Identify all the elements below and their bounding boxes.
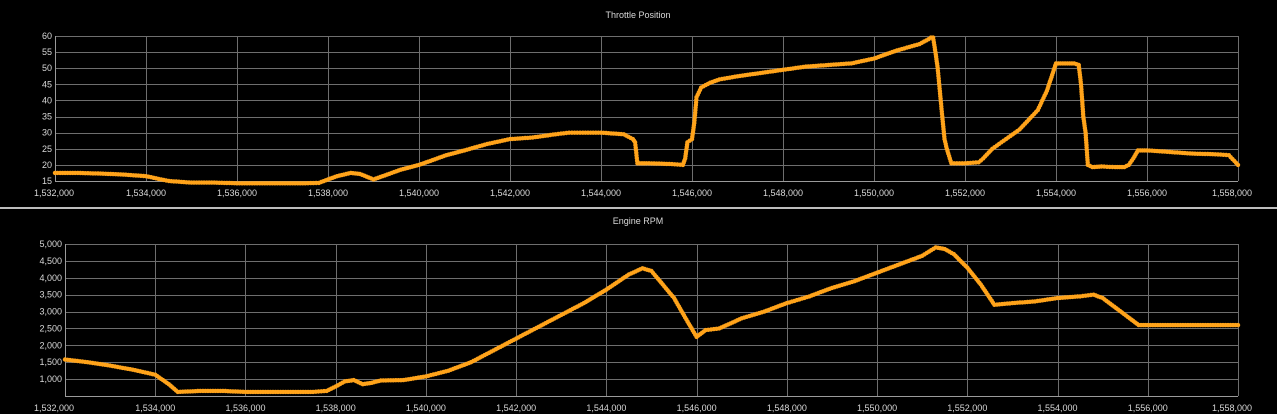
throttle-y-tick-label: 45 [42, 79, 52, 89]
rpm-x-tick-label: 1,558,000 [1212, 403, 1252, 413]
rpm-y-tick-label: 1,000 [39, 374, 62, 384]
rpm-x-tick-label: 1,540,000 [406, 403, 446, 413]
throttle-y-tick-label: 35 [42, 112, 52, 122]
rpm-y-tick-label: 1,500 [39, 357, 62, 367]
engine-rpm-title: Engine RPM [613, 216, 664, 226]
rpm-y-tick-label: 5,000 [39, 239, 62, 249]
rpm-y-tick-label: 2,000 [39, 340, 62, 350]
throttle-x-tick-label: 1,554,000 [1036, 188, 1076, 198]
rpm-x-tick-label: 1,548,000 [767, 403, 807, 413]
rpm-y-tick-label: 4,000 [39, 273, 62, 283]
throttle-series-markers [52, 35, 1241, 186]
throttle-position-title: Throttle Position [605, 10, 670, 20]
throttle-position-panel: Throttle Position 1,532,000 1,534,000 1,53… [34, 10, 1252, 198]
throttle-data-point [1235, 162, 1241, 168]
throttle-x-tick-label: 1,534,000 [126, 188, 166, 198]
throttle-y-tick-label: 55 [42, 47, 52, 57]
rpm-x-tick-label: 1,546,000 [677, 403, 717, 413]
throttle-x-tick-label: 1,540,000 [399, 188, 439, 198]
rpm-x-tick-label: 1,532,000 [34, 403, 74, 413]
throttle-x-tick-label: 1,544,000 [581, 188, 621, 198]
rpm-data-point [1235, 322, 1241, 328]
throttle-x-tick-label: 1,558,000 [1212, 188, 1252, 198]
rpm-series-markers [62, 245, 1241, 395]
throttle-x-tick-label: 1,548,000 [763, 188, 803, 198]
rpm-y-tick-label: 2,500 [39, 323, 62, 333]
throttle-x-tick-label: 1,552,000 [945, 188, 985, 198]
rpm-x-tick-label: 1,550,000 [857, 403, 897, 413]
throttle-y-tick-label: 50 [42, 63, 52, 73]
throttle-y-tick-label: 60 [42, 31, 52, 41]
throttle-y-tick-label: 15 [42, 176, 52, 186]
throttle-y-tick-label: 40 [42, 95, 52, 105]
rpm-x-tick-label: 1,542,000 [496, 403, 536, 413]
throttle-y-tick-label: 25 [42, 144, 52, 154]
throttle-x-tick-label: 1,550,000 [854, 188, 894, 198]
engine-rpm-panel: Engine RPM 1,532,000 1,534,000 1,536,000 1,… [34, 216, 1252, 413]
rpm-x-tick-label: 1,536,000 [225, 403, 265, 413]
throttle-x-tick-label: 1,542,000 [490, 188, 530, 198]
rpm-x-tick-label: 1,552,000 [947, 403, 987, 413]
throttle-x-tick-label: 1,532,000 [34, 188, 74, 198]
rpm-x-tick-label: 1,554,000 [1038, 403, 1078, 413]
throttle-x-tick-label: 1,536,000 [217, 188, 257, 198]
rpm-x-tick-label: 1,538,000 [316, 403, 356, 413]
throttle-y-tick-label: 20 [42, 160, 52, 170]
rpm-y-tick-label: 4,500 [39, 256, 62, 266]
rpm-y-tick-label: 3,500 [39, 290, 62, 300]
throttle-x-tick-label: 1,538,000 [308, 188, 348, 198]
rpm-x-tick-label: 1,556,000 [1128, 403, 1168, 413]
rpm-x-tick-label: 1,544,000 [586, 403, 626, 413]
rpm-y-tick-label: 3,000 [39, 307, 62, 317]
throttle-x-tick-label: 1,546,000 [672, 188, 712, 198]
rpm-x-tick-label: 1,534,000 [135, 403, 175, 413]
throttle-y-tick-label: 30 [42, 128, 52, 138]
throttle-x-tick-label: 1,556,000 [1127, 188, 1167, 198]
